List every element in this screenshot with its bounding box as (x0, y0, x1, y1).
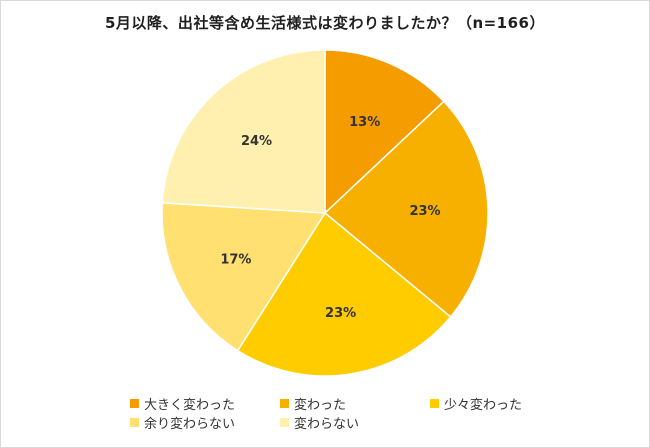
legend-swatch (130, 399, 139, 408)
pie-slice-5 (161, 49, 326, 214)
slice-data-label-5: 24% (241, 134, 272, 149)
slice-data-label-3: 23% (325, 306, 356, 321)
legend-swatch (130, 418, 139, 427)
legend-label: 少々変わった (444, 398, 523, 413)
legend-label: 変わらない (294, 417, 360, 432)
pie-slice-4 (161, 201, 327, 352)
legend-swatch (430, 399, 439, 408)
pie-slice-3 (236, 211, 452, 377)
legend-label: 大きく変わった (144, 398, 236, 413)
slice-data-label-1: 13% (349, 115, 380, 130)
legend-item-5: 変わらない (280, 413, 359, 432)
slice-data-label-4: 17% (220, 252, 251, 267)
chart-title: 5月以降、出社等含め生活様式は変わりましたか？（n=166） (105, 14, 545, 32)
legend-item-4: 余り変わらない (130, 413, 235, 432)
legend-swatch (280, 399, 289, 408)
legend-item-2: 変わった (280, 394, 346, 413)
legend-label: 変わった (294, 398, 347, 413)
legend-label: 余り変わらない (144, 417, 236, 432)
pie-slice-1 (324, 49, 445, 215)
legend-item-3: 少々変わった (430, 394, 522, 413)
legend-swatch (280, 418, 289, 427)
slice-data-label-2: 23% (409, 204, 440, 219)
pie-slice-2 (323, 100, 489, 318)
legend-item-1: 大きく変わった (130, 394, 235, 413)
